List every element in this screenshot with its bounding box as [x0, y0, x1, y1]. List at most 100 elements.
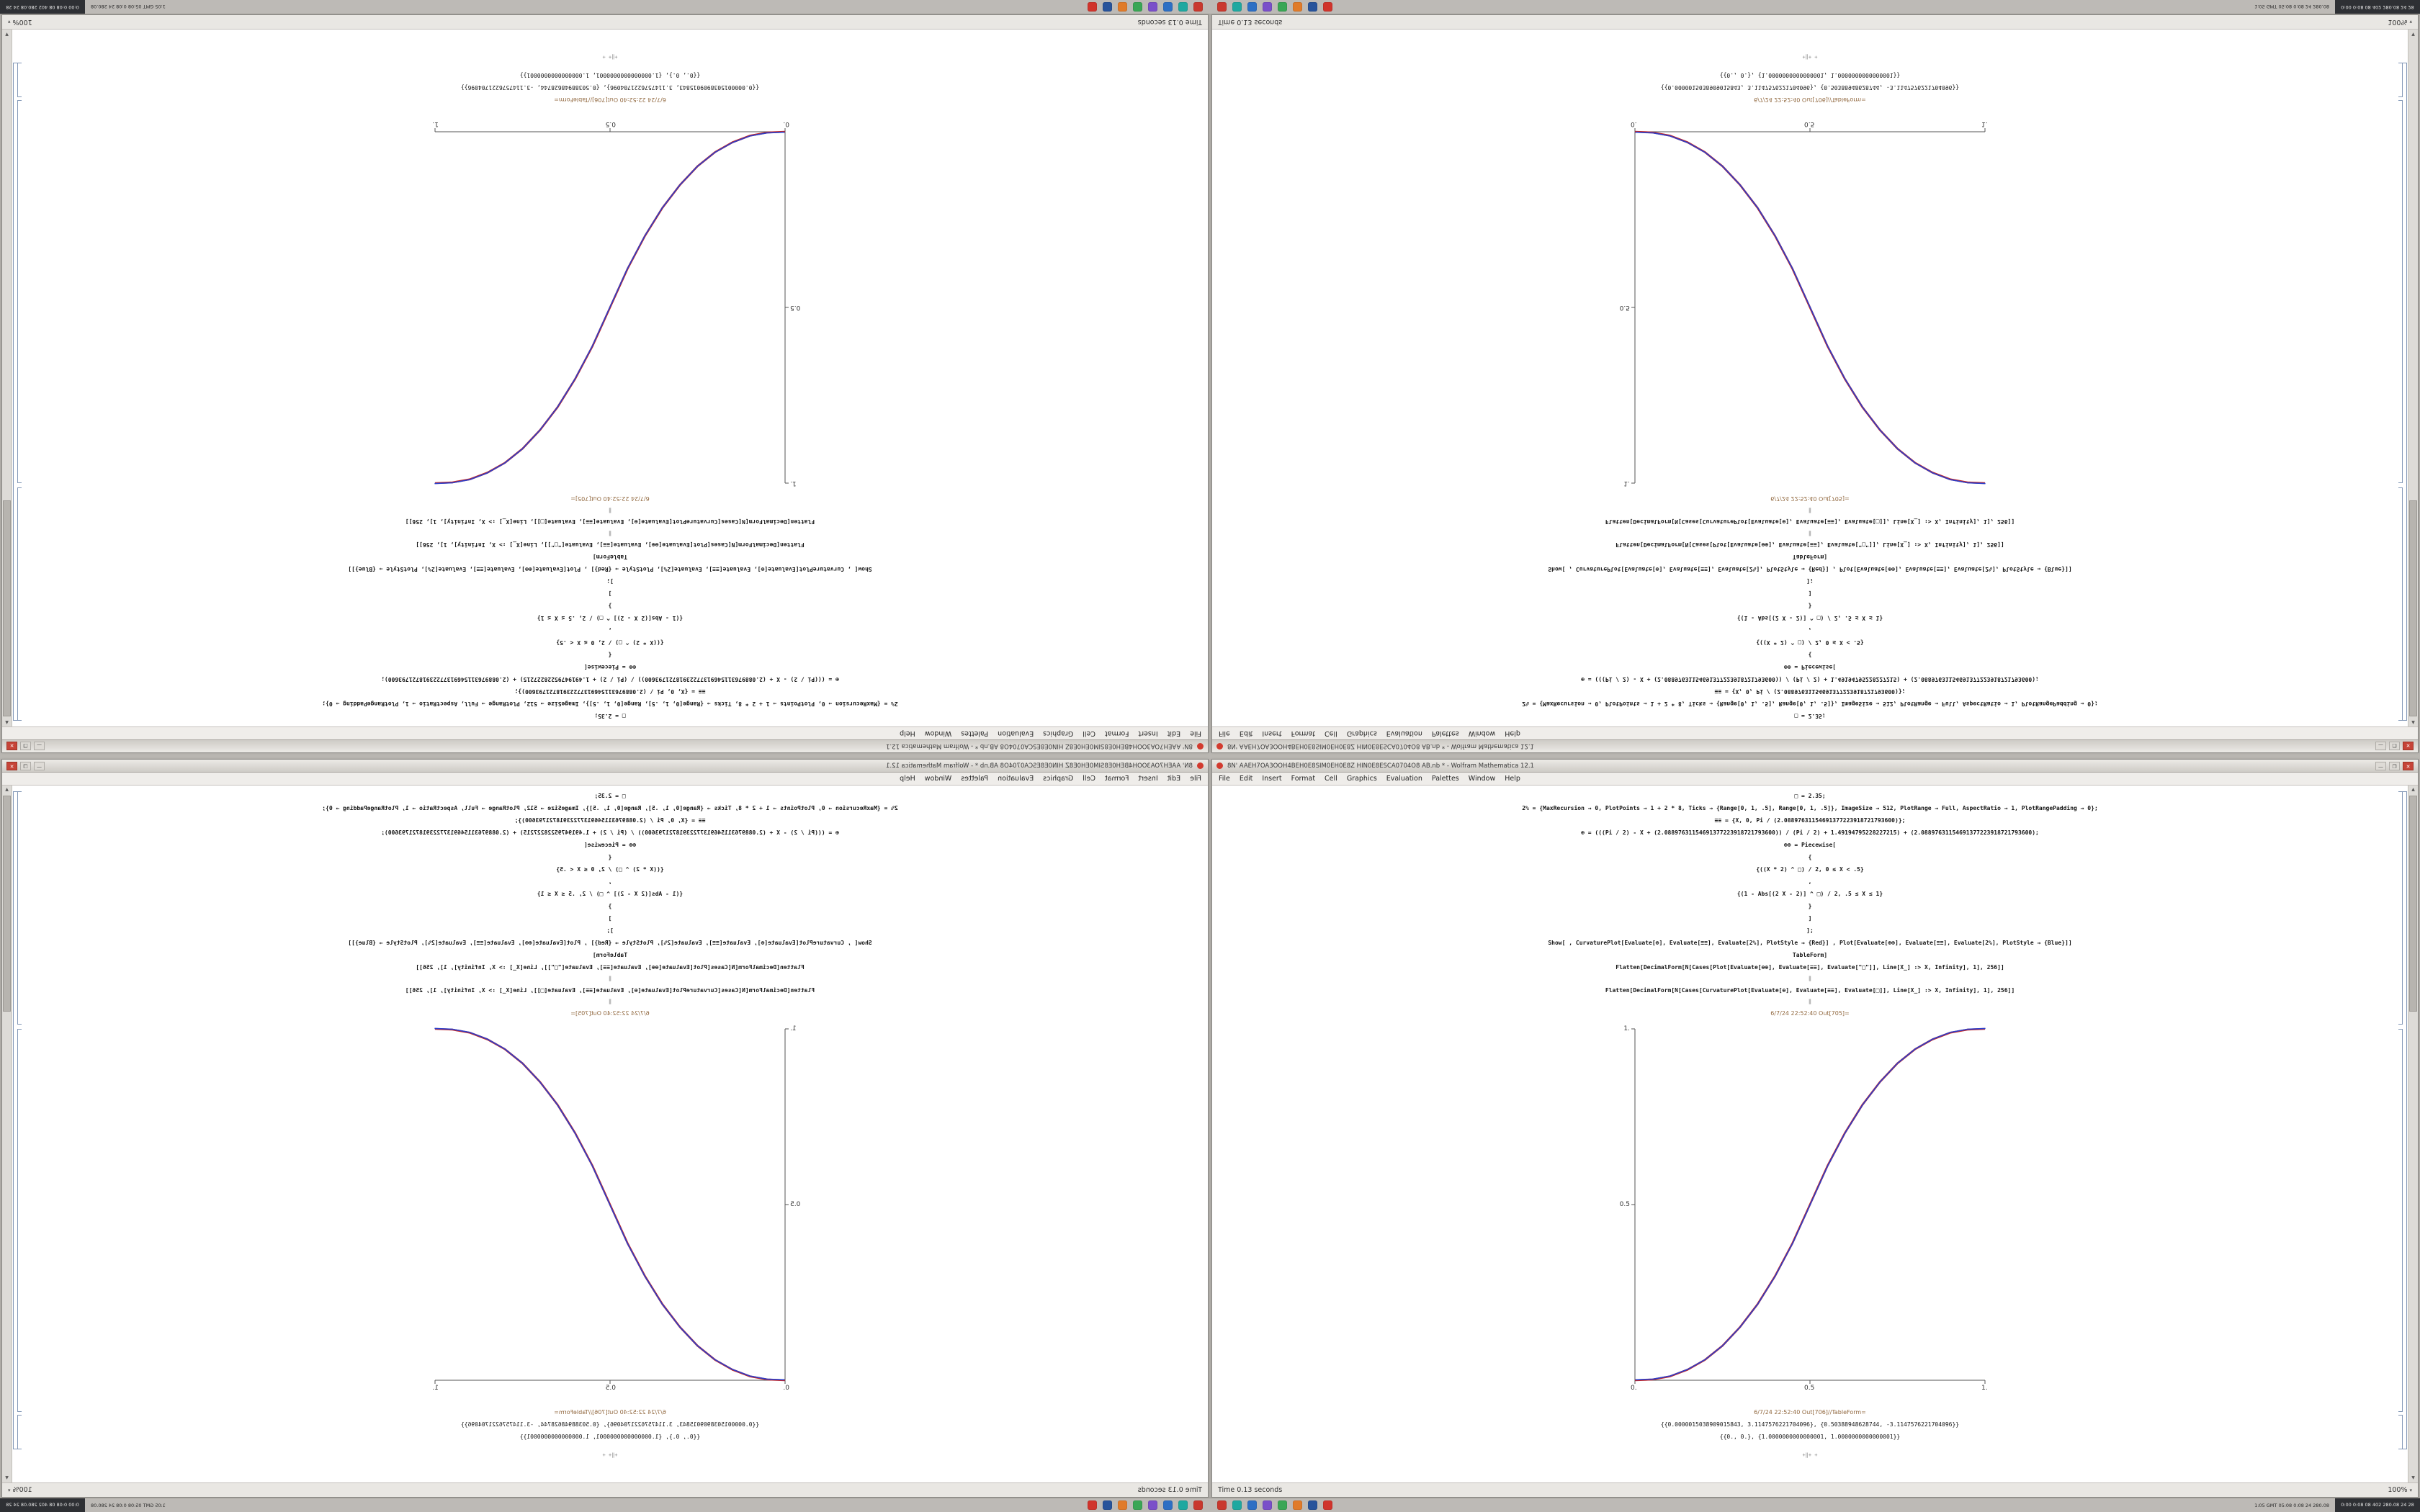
vertical-scrollbar[interactable]: ▲ ▼	[2408, 786, 2418, 1482]
magnification-control[interactable]: 100% ▾	[2388, 18, 2412, 26]
dock-app-green-icon[interactable]	[1133, 1500, 1142, 1510]
dock-app-orange-icon[interactable]	[1293, 2, 1302, 12]
maximize-button[interactable]: ❐	[20, 761, 31, 770]
cell-bracket-table-cell[interactable]	[17, 1415, 22, 1449]
menu-item-help[interactable]: Help	[1505, 729, 1520, 737]
scroll-down-icon[interactable]: ▼	[2411, 1475, 2415, 1480]
menu-item-help[interactable]: Help	[900, 729, 915, 737]
scroll-up-icon[interactable]: ▲	[2411, 720, 2415, 725]
scrollbar-thumb[interactable]	[3, 500, 11, 716]
dock-app-orange-icon[interactable]	[1118, 2, 1127, 12]
menu-item-format[interactable]: Format	[1104, 775, 1129, 783]
dock-app-violet-icon[interactable]	[1263, 2, 1272, 12]
dock-app-violet-icon[interactable]	[1263, 1500, 1272, 1510]
cell-bracket-plot-cell[interactable]	[17, 100, 22, 483]
menu-item-window[interactable]: Window	[1468, 729, 1496, 737]
cell-bracket-plot-cell[interactable]	[17, 1029, 22, 1412]
window-titlebar[interactable]: 8N' AAEH7OA3OOH4BEH0E8SIM0EH0E8Z HIN0E8E…	[2, 739, 1208, 752]
menu-item-evaluation[interactable]: Evaluation	[998, 775, 1034, 783]
dock-app-green-icon[interactable]	[1278, 1500, 1287, 1510]
menu-item-window[interactable]: Window	[1468, 775, 1496, 783]
cell-bracket-outer-group[interactable]	[2403, 63, 2407, 721]
dock-app-red-icon[interactable]	[1217, 1500, 1227, 1510]
cell-bracket-outer-group[interactable]	[13, 791, 17, 1449]
output-plot[interactable]: 1. 0.5 0. 0.5 1.	[1601, 1020, 2019, 1406]
dock-app-navy-icon[interactable]	[1103, 1500, 1112, 1510]
menu-item-file[interactable]: File	[1190, 729, 1201, 737]
dock-app-orange-icon[interactable]	[1293, 1500, 1302, 1510]
menu-item-help[interactable]: Help	[900, 775, 915, 783]
dock-app-red-icon[interactable]	[1193, 1500, 1203, 1510]
close-button[interactable]: ✕	[6, 742, 17, 751]
dock-app-teal-icon[interactable]	[1232, 1500, 1242, 1510]
window-titlebar[interactable]: 8N' AAEH7OA3OOH4BEH0E8SIM0EH0E8Z HIN0E8E…	[1212, 739, 2418, 752]
cell-bracket-table-cell[interactable]	[17, 63, 22, 97]
dock-app-scarlet-icon[interactable]	[1088, 2, 1097, 12]
magnification-control[interactable]: 100% ▾	[8, 18, 32, 26]
cell-insertion-marks[interactable]: +‖+ +	[602, 54, 618, 60]
menu-item-cell[interactable]: Cell	[1083, 729, 1095, 737]
output-plot[interactable]: 1. 0.5 0. 0.5 1.	[401, 106, 819, 492]
dock-app-orange-icon[interactable]	[1118, 1500, 1127, 1510]
menu-item-format[interactable]: Format	[1291, 775, 1316, 783]
maximize-button[interactable]: ❐	[2389, 761, 2400, 770]
scroll-down-icon[interactable]: ▼	[5, 1475, 9, 1480]
dock-app-red-icon[interactable]	[1217, 2, 1227, 12]
dock-app-scarlet-icon[interactable]	[1088, 1500, 1097, 1510]
dock-app-green-icon[interactable]	[1278, 2, 1287, 12]
dock-app-blue-icon[interactable]	[1163, 1500, 1173, 1510]
dock-app-teal-icon[interactable]	[1232, 2, 1242, 12]
menu-item-palettes[interactable]: Palettes	[961, 775, 989, 783]
menu-item-cell[interactable]: Cell	[1083, 775, 1095, 783]
scrollbar-thumb[interactable]	[3, 796, 11, 1012]
menu-item-edit[interactable]: Edit	[1167, 775, 1181, 783]
dock-app-blue-icon[interactable]	[1247, 2, 1257, 12]
magnification-control[interactable]: 100% ▾	[2388, 1486, 2412, 1494]
menu-item-cell[interactable]: Cell	[1325, 775, 1337, 783]
menu-item-help[interactable]: Help	[1505, 775, 1520, 783]
menu-item-window[interactable]: Window	[924, 775, 952, 783]
menu-item-palettes[interactable]: Palettes	[1431, 775, 1459, 783]
scroll-up-icon[interactable]: ▲	[2411, 787, 2415, 792]
menu-item-file[interactable]: File	[1219, 729, 1230, 737]
cell-bracket-input-group[interactable]	[17, 791, 22, 1025]
scrollbar-thumb[interactable]	[2409, 500, 2417, 716]
scroll-down-icon[interactable]: ▼	[5, 32, 9, 37]
minimize-button[interactable]: —	[34, 742, 45, 751]
vertical-scrollbar[interactable]: ▲ ▼	[2, 786, 12, 1482]
output-plot[interactable]: 1. 0.5 0. 0.5 1.	[401, 1020, 819, 1406]
magnification-control[interactable]: 100% ▾	[8, 1486, 32, 1494]
dock-app-scarlet-icon[interactable]	[1323, 1500, 1332, 1510]
minimize-button[interactable]: —	[2375, 761, 2386, 770]
dock-app-navy-icon[interactable]	[1103, 2, 1112, 12]
dock-app-violet-icon[interactable]	[1148, 1500, 1157, 1510]
dock-app-scarlet-icon[interactable]	[1323, 2, 1332, 12]
dock-app-green-icon[interactable]	[1133, 2, 1142, 12]
cell-insertion-marks[interactable]: +‖+ +	[1802, 54, 1818, 60]
vertical-scrollbar[interactable]: ▲ ▼	[2408, 30, 2418, 726]
menu-item-graphics[interactable]: Graphics	[1043, 775, 1074, 783]
menu-item-evaluation[interactable]: Evaluation	[998, 729, 1034, 737]
menu-item-format[interactable]: Format	[1291, 729, 1316, 737]
window-titlebar[interactable]: 8N' AAEH7OA3OOH4BEH0E8SIM0EH0E8Z HIN0E8E…	[2, 760, 1208, 773]
cell-insertion-marks[interactable]: +‖+ +	[1802, 1452, 1818, 1458]
dock-app-red-icon[interactable]	[1193, 2, 1203, 12]
scroll-up-icon[interactable]: ▲	[5, 787, 9, 792]
menu-item-insert[interactable]: Insert	[1138, 729, 1158, 737]
menu-item-format[interactable]: Format	[1104, 729, 1129, 737]
scroll-down-icon[interactable]: ▼	[2411, 32, 2415, 37]
cell-bracket-table-cell[interactable]	[2398, 1415, 2403, 1449]
close-button[interactable]: ✕	[2403, 761, 2414, 770]
dock-app-blue-icon[interactable]	[1163, 2, 1173, 12]
menu-item-cell[interactable]: Cell	[1325, 729, 1337, 737]
output-plot[interactable]: 1. 0.5 0. 0.5 1.	[1601, 106, 2019, 492]
maximize-button[interactable]: ❐	[20, 742, 31, 751]
scroll-up-icon[interactable]: ▲	[5, 720, 9, 725]
menu-item-palettes[interactable]: Palettes	[961, 729, 989, 737]
cell-bracket-input-group[interactable]	[2398, 791, 2403, 1025]
close-button[interactable]: ✕	[6, 761, 17, 770]
menu-item-graphics[interactable]: Graphics	[1346, 775, 1377, 783]
cell-insertion-marks[interactable]: +‖+ +	[602, 1452, 618, 1458]
menu-item-evaluation[interactable]: Evaluation	[1386, 729, 1422, 737]
dock-app-teal-icon[interactable]	[1178, 2, 1188, 12]
